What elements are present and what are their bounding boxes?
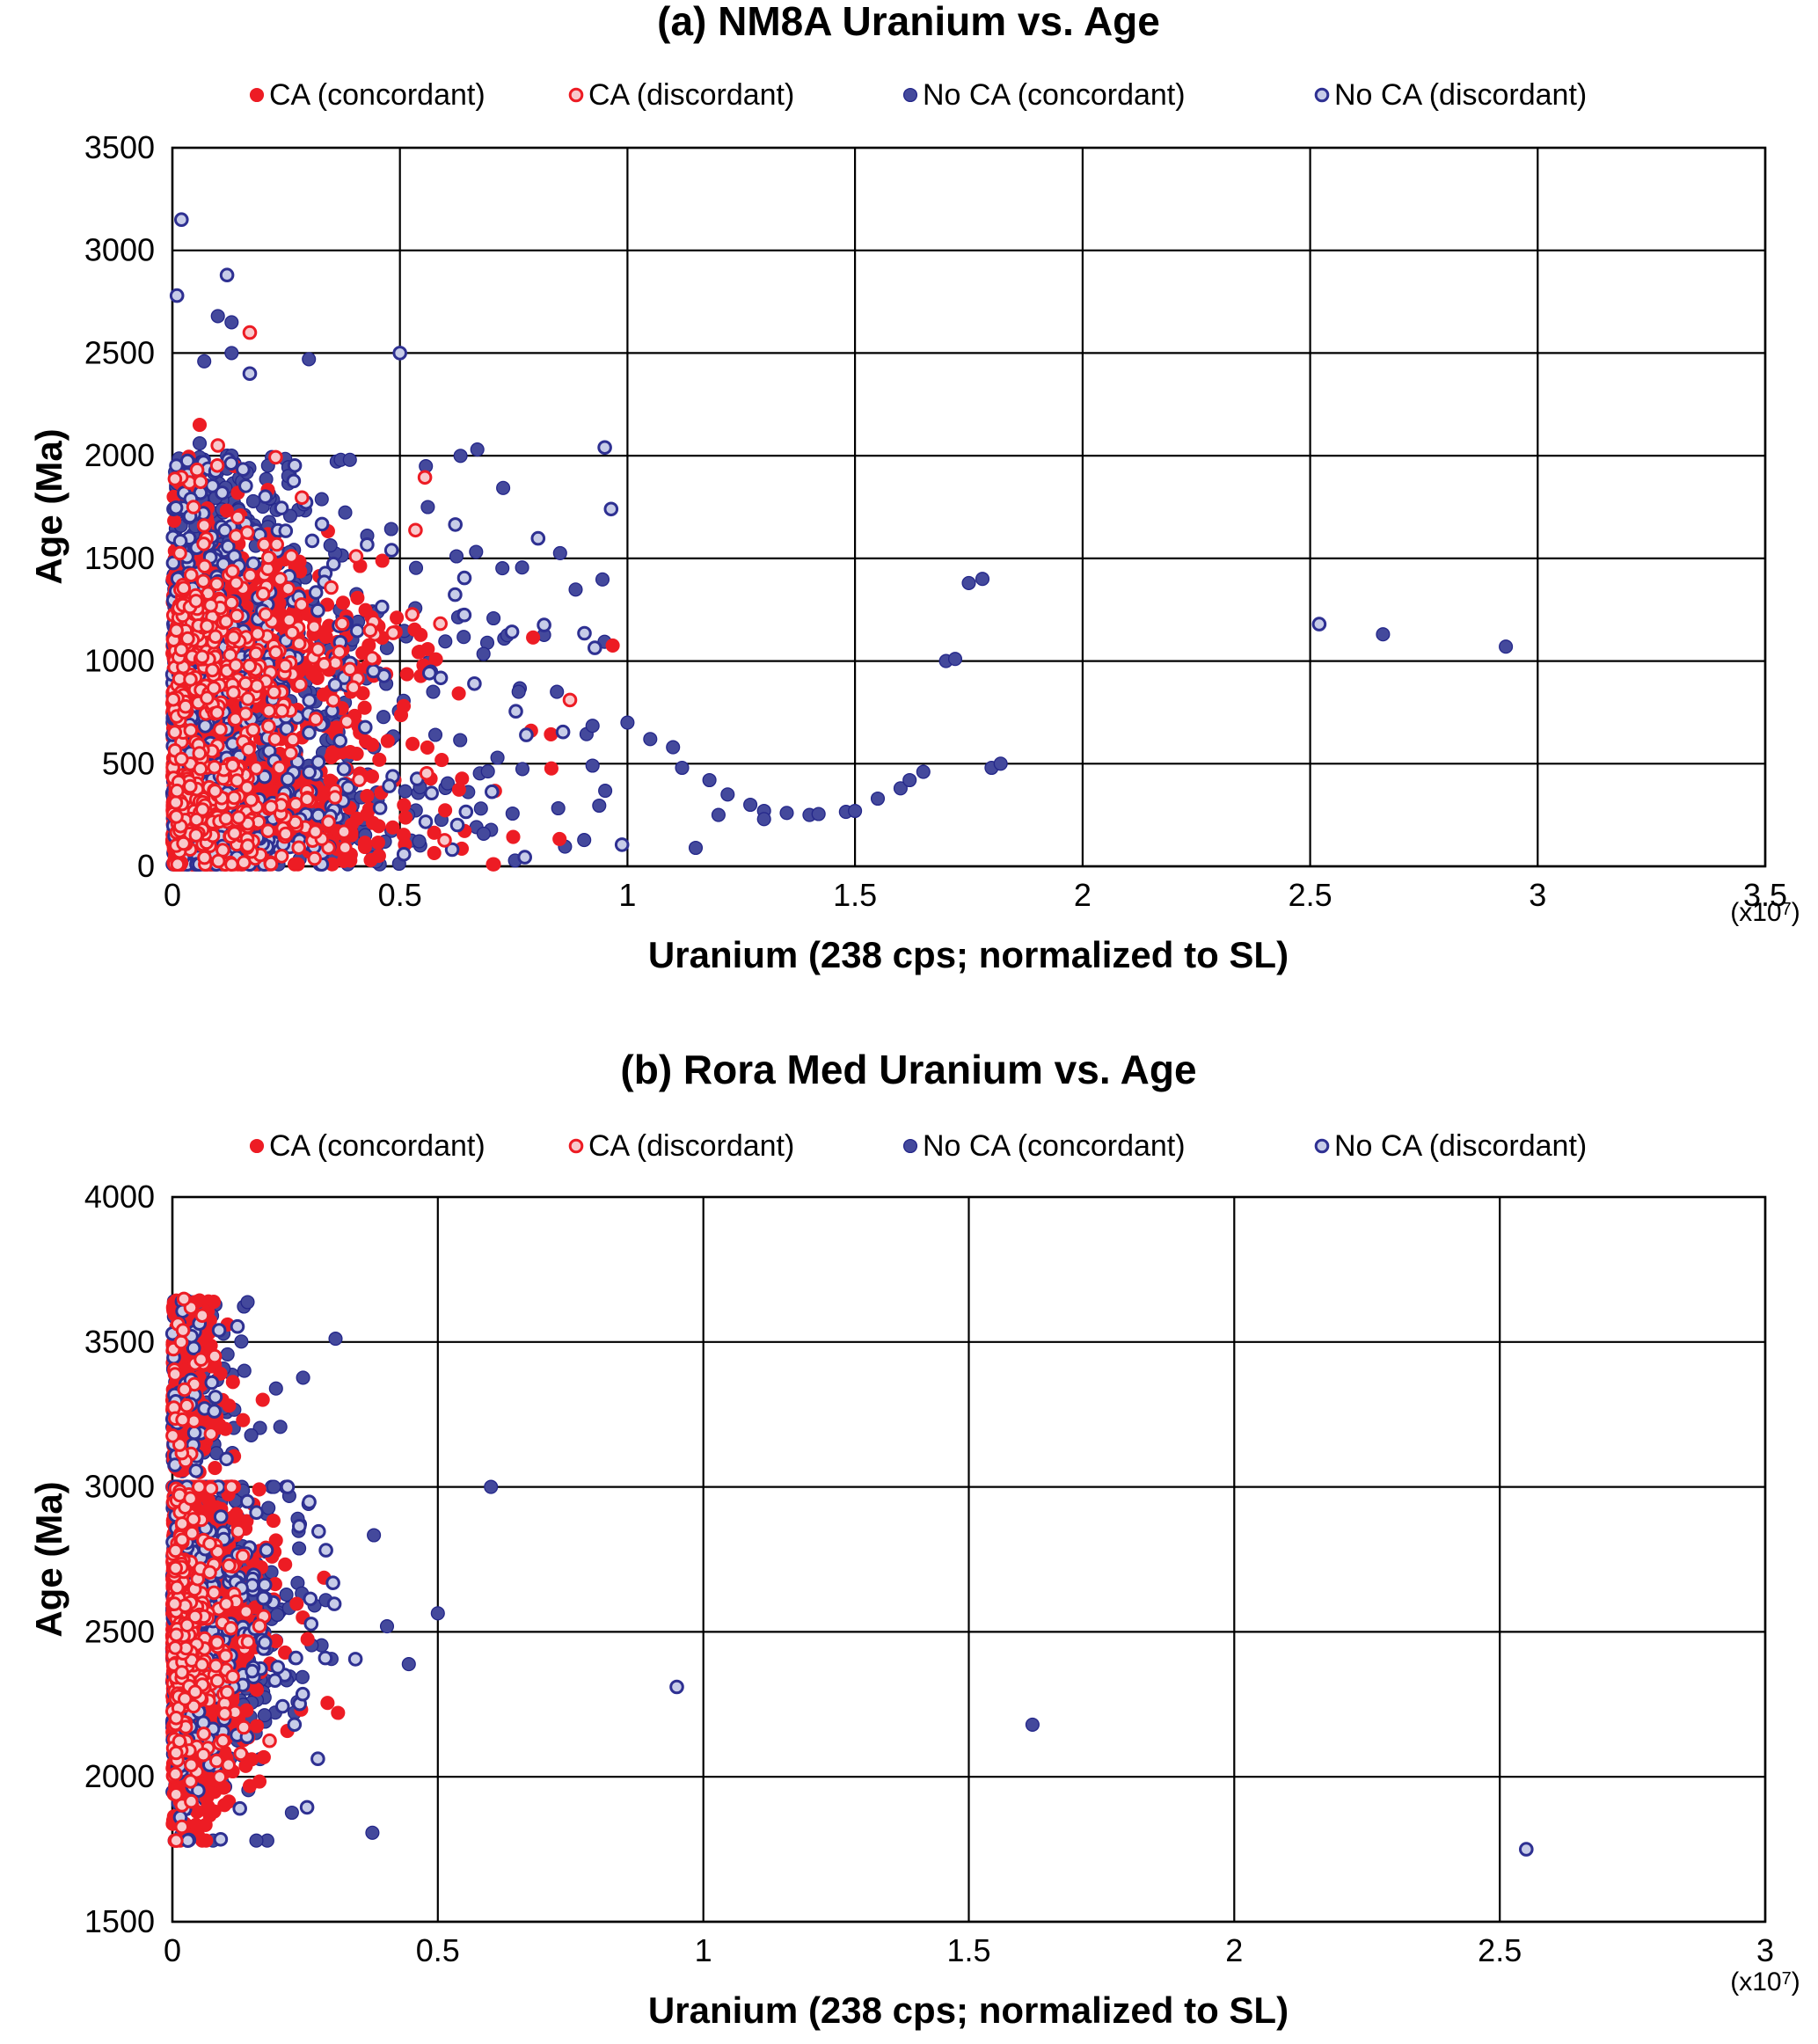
svg-text:0.5: 0.5 — [416, 1932, 460, 1968]
svg-text:(a) NM8A Uranium vs. Age: (a) NM8A Uranium vs. Age — [657, 0, 1160, 44]
svg-text:3000: 3000 — [84, 1469, 155, 1505]
svg-text:Age (Ma): Age (Ma) — [28, 428, 69, 584]
svg-text:No CA (concordant): No CA (concordant) — [923, 78, 1186, 112]
svg-text:0: 0 — [137, 848, 155, 884]
svg-text:2500: 2500 — [84, 334, 155, 370]
svg-text:0: 0 — [164, 877, 181, 913]
svg-text:3500: 3500 — [84, 1324, 155, 1360]
svg-text:1.5: 1.5 — [833, 877, 877, 913]
svg-text:2000: 2000 — [84, 437, 155, 473]
svg-text:CA (concordant): CA (concordant) — [269, 78, 486, 112]
svg-text:Uranium (238 cps; normalized t: Uranium (238 cps; normalized to SL) — [648, 934, 1289, 975]
svg-text:3: 3 — [1756, 1932, 1774, 1968]
svg-text:CA (discordant): CA (discordant) — [588, 78, 794, 112]
svg-text:1500: 1500 — [84, 540, 155, 576]
svg-text:1000: 1000 — [84, 643, 155, 679]
svg-text:CA (concordant): CA (concordant) — [269, 1129, 486, 1163]
svg-text:No CA (discordant): No CA (discordant) — [1334, 78, 1587, 112]
svg-text:No CA (concordant): No CA (concordant) — [923, 1129, 1186, 1163]
svg-text:No CA (discordant): No CA (discordant) — [1334, 1129, 1587, 1163]
svg-text:2: 2 — [1074, 877, 1092, 913]
svg-text:1500: 1500 — [84, 1903, 155, 1939]
svg-text:1.5: 1.5 — [946, 1932, 990, 1968]
svg-text:3500: 3500 — [84, 129, 155, 165]
svg-text:2000: 2000 — [84, 1758, 155, 1794]
svg-text:2500: 2500 — [84, 1613, 155, 1649]
svg-text:3: 3 — [1529, 877, 1546, 913]
svg-text:0.5: 0.5 — [378, 877, 422, 913]
svg-text:2: 2 — [1225, 1932, 1243, 1968]
svg-text:Age (Ma): Age (Ma) — [28, 1481, 69, 1637]
svg-text:3000: 3000 — [84, 232, 155, 268]
svg-text:(b) Rora Med Uranium vs. Age: (b) Rora Med Uranium vs. Age — [620, 1047, 1196, 1092]
svg-text:0: 0 — [164, 1932, 181, 1968]
svg-text:1: 1 — [695, 1932, 712, 1968]
svg-text:1: 1 — [618, 877, 636, 913]
svg-text:2.5: 2.5 — [1289, 877, 1332, 913]
svg-text:500: 500 — [102, 745, 155, 781]
svg-text:Uranium (238 cps; normalized t: Uranium (238 cps; normalized to SL) — [648, 1989, 1289, 2031]
svg-text:4000: 4000 — [84, 1179, 155, 1215]
svg-text:CA (discordant): CA (discordant) — [588, 1129, 794, 1163]
svg-text:2.5: 2.5 — [1478, 1932, 1522, 1968]
